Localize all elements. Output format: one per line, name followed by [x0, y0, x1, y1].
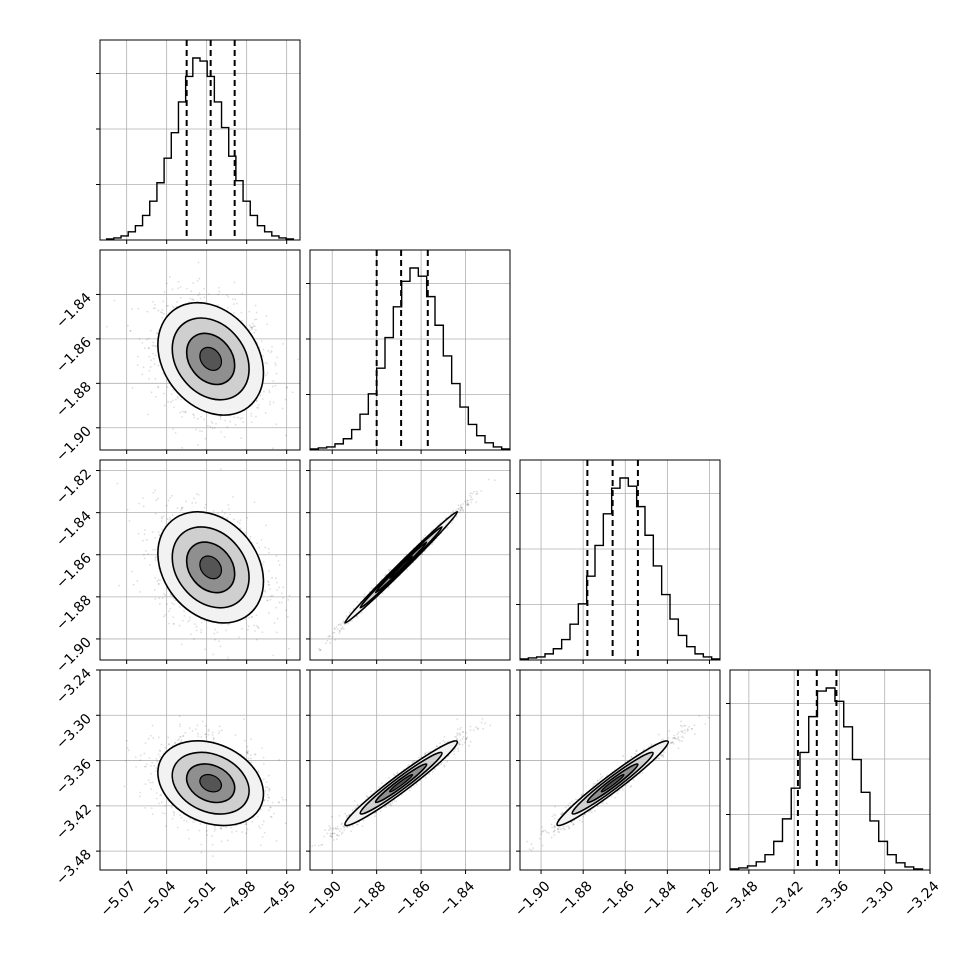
- x-tick-label: −4.95: [258, 878, 300, 920]
- panel-frame: [99, 39, 301, 241]
- panel-frame: [309, 669, 511, 871]
- panel-1-0: −1.84−1.86−1.88−1.90: [53, 249, 301, 465]
- density-contours: [157, 510, 265, 624]
- panel-frame: [519, 459, 721, 661]
- panel-0-0: [96, 39, 301, 244]
- panel-frame: [309, 459, 511, 661]
- panel-frame: [729, 669, 931, 871]
- x-tick-label: −1.88: [554, 878, 596, 920]
- panel-2-0: −1.82−1.84−1.86−1.88−1.90: [53, 459, 301, 676]
- density-contours: [344, 510, 459, 624]
- x-tick-label: −1.88: [348, 878, 390, 920]
- panel-2-1: [306, 459, 511, 664]
- panel-3-2: −1.90 −1.88 −1.86 −1.84 −1.82: [512, 669, 722, 920]
- x-tick-label: −1.86: [596, 878, 638, 920]
- x-tick-label: −4.98: [218, 878, 260, 920]
- panel-3-3: −3.48 −3.42 −3.36 −3.30 −3.24: [720, 669, 943, 920]
- panel-3-1: −1.90 −1.88 −1.86 −1.84: [303, 669, 511, 920]
- y-tick-label: −1.88: [53, 592, 95, 634]
- histogram-step: [730, 687, 924, 870]
- y-tick-label: −1.86: [53, 550, 95, 592]
- x-tick-label: −1.82: [680, 878, 722, 920]
- y-tick-label: −1.86: [53, 334, 95, 376]
- y-tick-label: −1.84: [53, 290, 95, 332]
- x-tick-label: −1.84: [638, 878, 680, 920]
- panel-1-1: [306, 249, 511, 454]
- histogram-step: [105, 57, 295, 240]
- x-tick-label: −3.24: [901, 878, 943, 920]
- x-tick-label: −3.36: [810, 878, 852, 920]
- y-tick-label: −3.48: [53, 847, 95, 889]
- panel-frame: [99, 669, 301, 871]
- x-tick-label: −1.84: [437, 878, 479, 920]
- y-tick-label: −1.88: [53, 379, 95, 421]
- panel-2-2: [516, 459, 721, 664]
- y-tick-label: −3.36: [53, 756, 95, 798]
- x-tick-label: −5.01: [178, 878, 220, 920]
- histogram-step: [520, 477, 720, 660]
- x-tick-label: −3.42: [765, 878, 807, 920]
- panel-frame: [519, 669, 721, 871]
- density-contours: [157, 301, 265, 416]
- y-tick-label: −1.84: [53, 508, 95, 550]
- density-contours: [344, 740, 459, 827]
- x-tick-label: −3.48: [720, 878, 762, 920]
- density-contours: [556, 740, 670, 827]
- x-tick-label: −1.90: [512, 878, 554, 920]
- x-tick-label: −1.86: [392, 878, 434, 920]
- panel-frame: [99, 249, 301, 451]
- panel-3-0: −5.07−5.04−5.01−4.98−4.95−3.24−3.30−3.36…: [53, 665, 301, 920]
- x-tick-label: −5.07: [98, 878, 140, 920]
- histogram-step: [310, 267, 510, 450]
- panel-frame: [309, 249, 511, 451]
- panel-frame: [99, 459, 301, 661]
- y-tick-label: −1.90: [53, 634, 95, 676]
- x-tick-label: −5.04: [138, 878, 180, 920]
- y-tick-label: −3.42: [53, 801, 95, 843]
- density-contours: [157, 740, 265, 827]
- x-tick-label: −3.30: [856, 878, 898, 920]
- x-tick-label: −1.90: [303, 878, 345, 920]
- y-tick-label: −1.90: [53, 423, 95, 465]
- y-tick-label: −1.82: [53, 466, 95, 508]
- y-tick-label: −3.30: [53, 711, 95, 753]
